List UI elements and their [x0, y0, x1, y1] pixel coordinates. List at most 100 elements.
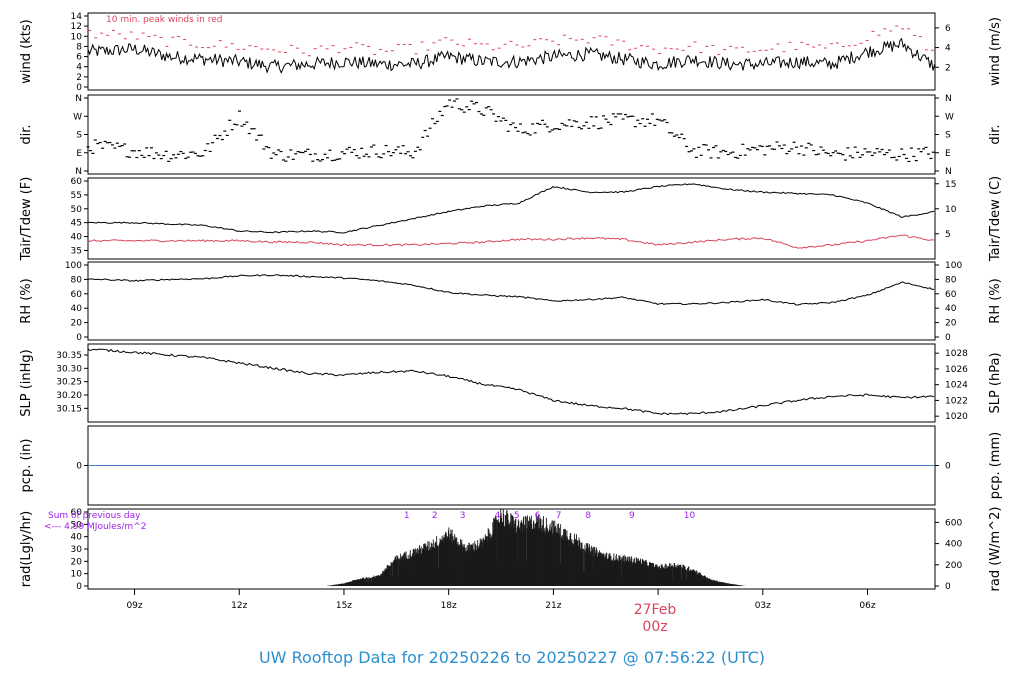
- y-tick-label-left: 30.35: [56, 351, 82, 361]
- y-tick-label-right: 4: [945, 44, 951, 54]
- y-tick-label-left: 30.20: [56, 391, 82, 401]
- y-tick-label-left: 0: [76, 333, 82, 343]
- y-label-left: Tair/Tdew (F): [19, 177, 34, 262]
- y-tick-label-left: 12: [71, 22, 82, 32]
- y-tick-label-right: 2: [945, 63, 951, 73]
- y-tick-label-right: 0: [945, 462, 951, 472]
- y-tick-label-left: 30.25: [56, 378, 82, 388]
- y-tick-label-left: 2: [76, 73, 82, 83]
- y-tick-label-left: 100: [65, 261, 82, 271]
- y-tick-label-left: 60: [71, 508, 83, 518]
- series-line-1: [87, 234, 935, 249]
- y-tick-label-right: 200: [945, 561, 962, 571]
- hour-marker: 9: [629, 511, 635, 521]
- y-tick-label-right: N: [945, 94, 952, 104]
- y-tick-label-left: 0: [76, 582, 82, 592]
- y-label-left: rad(Lgly/hr): [19, 511, 34, 587]
- y-tick-label-right: 15: [945, 180, 956, 190]
- panel-frame: [87, 261, 936, 341]
- hour-marker: 4: [495, 511, 501, 521]
- panel-frame: [87, 343, 936, 423]
- panel-3: RH (%) RH (%) 0 20 40 60 80 100 0 20 40 60 80 100: [19, 261, 1003, 343]
- x-tick-label: 12z: [231, 601, 247, 611]
- series-line-0: [87, 274, 935, 306]
- series-line-0: [87, 183, 935, 234]
- panel-5: pcp. (in) pcp. (mm) 0 0: [19, 425, 1003, 506]
- hour-marker: 7: [556, 511, 562, 521]
- y-tick-label-left: 14: [71, 12, 83, 22]
- y-tick-label-left: 50: [71, 205, 83, 215]
- hour-marker: 6: [535, 511, 541, 521]
- hour-marker: 1: [404, 511, 410, 521]
- y-tick-label-right: 40: [945, 304, 957, 314]
- y-tick-label-left: 55: [71, 191, 82, 201]
- x-tick-label: 18z: [441, 601, 457, 611]
- x-tick-label: 06z: [859, 601, 875, 611]
- y-tick-label-right: 20: [945, 319, 957, 329]
- y-tick-label-right: 1020: [945, 412, 968, 422]
- panel-frame: [87, 12, 936, 91]
- y-label-right: Tair/Tdew (C): [988, 176, 1003, 262]
- date-label-hour: 00z: [642, 619, 667, 635]
- y-label-right: RH (%): [988, 278, 1003, 323]
- y-tick-label-right: 400: [945, 540, 962, 550]
- panel-6: rad(Lgly/hr) rad (W/m^2)01020304050600200…: [19, 507, 1003, 592]
- y-tick-label-right: E: [945, 149, 951, 159]
- y-label-left: RH (%): [19, 278, 34, 323]
- y-tick-label-left: 60: [71, 290, 83, 300]
- series-line-0: [87, 37, 936, 74]
- y-tick-label-left: S: [76, 131, 82, 141]
- x-tick-label: 21z: [545, 601, 561, 611]
- panel-2: Tair/Tdew (F) Tair/Tdew (C) 35 40 45 50 55 60 5 1…: [19, 176, 1003, 262]
- y-tick-label-left: 10: [71, 570, 83, 580]
- y-label-left: dir.: [19, 124, 34, 144]
- y-tick-label-right: S: [945, 131, 951, 141]
- series-line-0: [87, 348, 935, 416]
- y-label-right: dir.: [988, 124, 1003, 144]
- y-label-right: SLP (hPa): [988, 352, 1003, 413]
- y-tick-label-right: 100: [945, 261, 962, 271]
- y-tick-label-right: 600: [945, 518, 962, 528]
- y-tick-label-left: 30.30: [56, 364, 82, 374]
- y-tick-label-left: 30: [71, 545, 83, 555]
- y-tick-label-right: 80: [945, 275, 957, 285]
- y-label-left: pcp. (in): [19, 439, 34, 493]
- y-tick-label-right: 60: [945, 290, 957, 300]
- y-tick-label-left: N: [75, 94, 82, 104]
- y-tick-label-left: 50: [71, 520, 83, 530]
- y-label-right: pcp. (mm): [988, 432, 1003, 499]
- y-tick-label-left: 4: [76, 63, 82, 73]
- y-tick-label-right: 1028: [945, 349, 968, 359]
- y-label-left: SLP (inHg): [19, 349, 34, 417]
- y-tick-label-right: N: [945, 167, 952, 177]
- y-label-left: wind (kts): [19, 19, 34, 83]
- y-tick-label-left: 6: [76, 53, 82, 63]
- hour-marker: 8: [585, 511, 591, 521]
- panel-frame: [87, 94, 936, 175]
- panel-frame: [87, 177, 936, 260]
- y-tick-label-left: 8: [76, 42, 82, 52]
- y-tick-label-left: 20: [71, 319, 83, 329]
- y-tick-label-right: 5: [945, 230, 951, 240]
- panel-4: SLP (inHg) SLP (hPa) 30.15 30.20 30.25 30.30 3…: [19, 343, 1003, 423]
- y-tick-label-right: 1024: [945, 381, 968, 391]
- footer-title: UW Rooftop Data for 20250226 to 20250227…: [258, 648, 766, 667]
- wind-annotation: 10 min. peak winds in red: [106, 15, 223, 25]
- hour-marker: 3: [460, 511, 466, 521]
- y-tick-label-right: 0: [945, 582, 951, 592]
- y-label-right: rad (W/m^2): [988, 507, 1003, 592]
- y-tick-label-left: 80: [71, 275, 83, 285]
- y-tick-label-right: 0: [945, 333, 951, 343]
- y-tick-label-left: N: [75, 167, 82, 177]
- y-tick-label-left: 0: [76, 462, 82, 472]
- y-tick-label-left: 45: [71, 219, 82, 229]
- y-label-right: wind (m/s): [988, 17, 1003, 86]
- x-tick-label: 09z: [126, 601, 142, 611]
- y-tick-label-left: 40: [71, 233, 83, 243]
- y-tick-label-left: 40: [71, 533, 83, 543]
- y-tick-label-right: 10: [945, 205, 957, 215]
- y-tick-label-left: 30.15: [56, 404, 82, 414]
